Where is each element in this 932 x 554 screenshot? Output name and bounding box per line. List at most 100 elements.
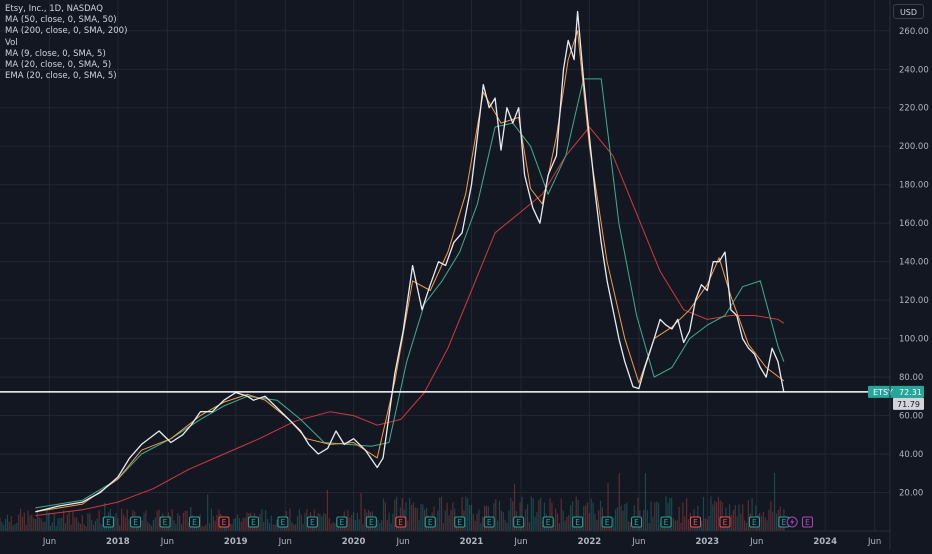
volume-bar bbox=[732, 510, 734, 531]
volume-bar bbox=[629, 522, 632, 531]
earnings-marker[interactable] bbox=[631, 516, 643, 528]
earnings-marker[interactable] bbox=[689, 516, 701, 528]
volume-bar bbox=[764, 517, 766, 531]
volume-bar bbox=[296, 516, 299, 531]
earnings-marker[interactable] bbox=[660, 516, 672, 528]
volume-bar bbox=[474, 520, 476, 531]
volume-bar bbox=[46, 509, 48, 531]
volume-bar bbox=[555, 508, 557, 531]
volume-bar bbox=[216, 515, 218, 531]
volume-bar bbox=[77, 522, 80, 531]
volume-bar bbox=[678, 506, 680, 531]
legend-ema20[interactable]: EMA (20, close, 0, SMA, 5) bbox=[5, 71, 117, 82]
earnings-marker[interactable] bbox=[801, 516, 813, 528]
volume-bar bbox=[158, 509, 160, 531]
earnings-marker[interactable] bbox=[454, 516, 466, 528]
volume-bar bbox=[306, 509, 308, 531]
earnings-marker[interactable] bbox=[748, 516, 760, 528]
earnings-marker-label: E bbox=[281, 518, 286, 527]
earnings-marker[interactable] bbox=[247, 516, 259, 528]
volume-bar bbox=[81, 515, 83, 531]
volume-bar bbox=[8, 522, 10, 531]
volume-bar bbox=[208, 523, 211, 531]
volume-bar bbox=[87, 513, 89, 531]
legend-ma200[interactable]: MA (200, close, 0, SMA, 200) bbox=[5, 26, 128, 37]
volume-bar bbox=[409, 497, 411, 531]
volume-bar bbox=[510, 497, 512, 531]
volume-bar bbox=[422, 504, 424, 531]
volume-bar bbox=[334, 523, 336, 531]
x-tick-label: Jun bbox=[42, 537, 56, 547]
earnings-marker[interactable] bbox=[424, 516, 436, 528]
x-tick-label: 2023 bbox=[695, 537, 719, 547]
volume-bar bbox=[392, 513, 394, 531]
volume-bar bbox=[205, 524, 207, 531]
earnings-marker[interactable] bbox=[542, 516, 554, 528]
earnings-marker[interactable] bbox=[159, 516, 171, 528]
volume-bar bbox=[240, 521, 242, 531]
volume-bar bbox=[113, 516, 115, 531]
earnings-marker[interactable] bbox=[336, 516, 348, 528]
y-tick-label: 220.00 bbox=[899, 104, 929, 114]
earnings-marker-label: E bbox=[516, 518, 521, 527]
series-line-price bbox=[35, 10, 785, 513]
legend-ma50[interactable]: MA (50, close, 0, SMA, 50) bbox=[5, 15, 117, 26]
earnings-marker[interactable] bbox=[277, 516, 289, 528]
volume-bar bbox=[744, 520, 746, 531]
legend-ma9[interactable]: MA (9, close, 0, SMA, 5) bbox=[5, 48, 106, 59]
earnings-marker[interactable] bbox=[102, 516, 114, 528]
volume-bar bbox=[719, 500, 721, 531]
y-tick-label: 260.00 bbox=[899, 27, 929, 37]
legend-ma20[interactable]: MA (20, close, 0, SMA, 5) bbox=[5, 60, 112, 71]
y-tick-label: 40.00 bbox=[899, 450, 923, 460]
legend-volume[interactable]: Vol bbox=[5, 37, 18, 48]
earnings-marker[interactable] bbox=[395, 516, 407, 528]
volume-bar bbox=[534, 516, 536, 531]
volume-bar bbox=[358, 519, 360, 531]
volume-bar bbox=[583, 506, 585, 531]
volume-bar bbox=[272, 524, 274, 531]
volume-bar bbox=[549, 498, 551, 531]
volume-bar bbox=[708, 515, 710, 531]
earnings-marker[interactable] bbox=[130, 516, 142, 528]
volume-bar bbox=[94, 520, 97, 531]
volume-bar bbox=[532, 498, 534, 531]
volume-bar bbox=[440, 496, 443, 531]
lightning-glyph bbox=[790, 518, 795, 526]
earnings-marker[interactable] bbox=[189, 516, 201, 528]
earnings-marker[interactable] bbox=[719, 516, 731, 528]
earnings-marker[interactable] bbox=[572, 516, 584, 528]
volume-bar bbox=[360, 493, 362, 531]
x-tick-label: 2024 bbox=[813, 537, 837, 547]
earnings-marker-label: E bbox=[369, 518, 374, 527]
legend-symbol[interactable]: Etsy, Inc., 1D, NASDAQ bbox=[5, 4, 103, 14]
volume-bar bbox=[590, 498, 592, 531]
y-tick-label: 120.00 bbox=[899, 296, 929, 306]
earnings-marker-label: E bbox=[428, 518, 433, 527]
earnings-marker[interactable] bbox=[483, 516, 495, 528]
earnings-marker[interactable] bbox=[365, 516, 377, 528]
volume-bar bbox=[59, 518, 61, 531]
earnings-marker[interactable] bbox=[306, 516, 318, 528]
volume-bar bbox=[560, 498, 562, 531]
volume-bar bbox=[564, 520, 566, 531]
indicator-legend: Etsy, Inc., 1D, NASDAQ MA (50, close, 0,… bbox=[5, 4, 127, 82]
volume-bar bbox=[684, 516, 686, 531]
volume-bar bbox=[665, 496, 667, 531]
volume-bar bbox=[42, 522, 44, 531]
volume-bar bbox=[437, 510, 439, 531]
volume-bar bbox=[63, 510, 65, 531]
earnings-marker[interactable] bbox=[601, 516, 613, 528]
volume-bar bbox=[128, 519, 130, 531]
volume-bar bbox=[353, 512, 355, 531]
volume-bar bbox=[55, 526, 57, 531]
currency-button[interactable]: USD bbox=[893, 4, 924, 19]
x-tick-label: 2018 bbox=[106, 537, 130, 547]
price-tag[interactable] bbox=[868, 385, 924, 398]
earnings-marker[interactable] bbox=[513, 516, 525, 528]
y-tick-label: 140.00 bbox=[899, 258, 929, 268]
earnings-marker[interactable] bbox=[218, 516, 230, 528]
